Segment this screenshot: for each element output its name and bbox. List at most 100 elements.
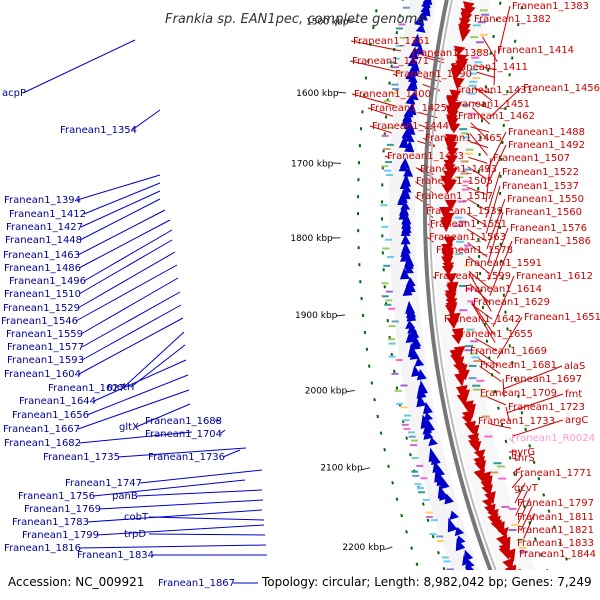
gene-label[interactable]: Franean1_1492 <box>508 140 585 151</box>
gene-label[interactable]: Franean1_1747 <box>65 478 142 489</box>
gene-label[interactable]: Franean1_1642 <box>444 314 521 325</box>
gene-label[interactable]: Franean1_1783 <box>12 517 89 528</box>
gene-label[interactable]: Franean1_1462 <box>458 111 535 122</box>
gene-label[interactable]: Franean1_1465 <box>425 133 502 144</box>
gene-label[interactable]: Franean1_1709 <box>480 388 557 399</box>
gene-label[interactable]: Franean1_1593 <box>7 355 84 366</box>
gene-label[interactable]: argC <box>565 415 588 426</box>
gene-label[interactable]: cobT <box>124 512 149 523</box>
gene-label[interactable]: Franean1_1577 <box>7 342 84 353</box>
gene-label[interactable]: Franean1_1799 <box>22 530 99 541</box>
gene-label[interactable]: Franean1_1388 <box>412 48 489 59</box>
gene-label[interactable]: Franean1_1844 <box>519 549 596 560</box>
gene-label[interactable]: Franean1_1563 <box>429 232 506 243</box>
gene-label[interactable]: Franean1_1361 <box>353 36 430 47</box>
gene-label[interactable]: thrS <box>514 453 535 464</box>
gene-label[interactable]: Franean1_1612 <box>516 271 593 282</box>
gene-label[interactable]: Franean1_1486 <box>4 263 81 274</box>
gene-label[interactable]: Franean1_1771 <box>515 468 592 479</box>
gene-label[interactable]: Franean1_1656 <box>12 410 89 421</box>
feature-block <box>474 61 483 64</box>
gene-label[interactable]: Franean1_1736 <box>148 452 225 463</box>
gene-label[interactable]: Franean1_1614 <box>465 284 542 295</box>
gene-label[interactable]: gltX <box>119 422 139 433</box>
gene-label[interactable]: Franean1_1427 <box>6 222 83 233</box>
gene-label[interactable]: Franean1_1390 <box>395 69 472 80</box>
gene-label[interactable]: Franean1_1704 <box>145 429 222 440</box>
gene-label[interactable]: Franean1_1551 <box>430 219 507 230</box>
gene-label[interactable]: pyrG <box>511 447 535 458</box>
gene-label[interactable]: Franean1_1463 <box>3 250 80 261</box>
gene-label[interactable]: Franean1_1723 <box>508 402 585 413</box>
gene-label[interactable]: Franean1_1688 <box>145 416 222 427</box>
gene-label[interactable]: Franean1_1867 <box>158 578 235 589</box>
gene-label[interactable]: Franean1_1425 <box>370 103 447 114</box>
gene-label[interactable]: acpP <box>2 88 26 99</box>
gene-label[interactable]: Franean1_1586 <box>514 236 591 247</box>
gene-label[interactable]: Franean1_1816 <box>4 543 81 554</box>
gene-label[interactable]: Franean1_1382 <box>474 14 551 25</box>
gene-label[interactable]: Franean1_1539 <box>426 206 503 217</box>
gene-label[interactable]: Franean1_1682 <box>4 438 81 449</box>
gene-label[interactable]: Franean1_1681 <box>480 360 557 371</box>
gene-label[interactable]: trpD <box>124 529 146 540</box>
label-callout <box>81 291 181 348</box>
gene-label[interactable]: Franean1_1400 <box>354 89 431 100</box>
gene-label[interactable]: Franean1_1629 <box>473 297 550 308</box>
gene-label[interactable]: Franean1_1444 <box>372 121 449 132</box>
gene-label[interactable]: Franean1_1507 <box>493 153 570 164</box>
gene-label[interactable]: Franean1_1735 <box>43 452 120 463</box>
gene-label[interactable]: alaS <box>564 361 585 372</box>
gene-label[interactable]: Franean1_1559 <box>6 329 83 340</box>
gene-label[interactable]: Franean1_1697 <box>505 374 582 385</box>
gene-label[interactable]: Franean1_1797 <box>517 498 594 509</box>
gene-label[interactable]: Franean1_1604 <box>4 369 81 380</box>
gene-label[interactable]: Franean1_1383 <box>512 1 589 12</box>
gene-label[interactable]: Franean1_1529 <box>3 303 80 314</box>
gene-label[interactable]: Franean1_1483 <box>387 151 464 162</box>
gene-label[interactable]: Franean1_1550 <box>507 194 584 205</box>
gene-label[interactable]: Franean1_1546 <box>1 316 78 327</box>
gene-label[interactable]: Franean1_1522 <box>502 167 579 178</box>
gene-label[interactable]: Franean1_1667 <box>3 424 80 435</box>
gene-label[interactable]: Franean1_1560 <box>505 207 582 218</box>
gene-label[interactable]: Franean1_1756 <box>18 491 95 502</box>
gene-label[interactable]: Franean1_1651 <box>524 312 600 323</box>
gene-label[interactable]: Franean1_1371 <box>352 56 429 67</box>
gene-label[interactable]: Franean1_1644 <box>19 396 96 407</box>
gene-label[interactable]: fmt <box>565 389 582 400</box>
gene-label[interactable]: Franean1_1431 <box>456 85 533 96</box>
gene-label[interactable]: Franean1_1821 <box>517 525 594 536</box>
gene-label[interactable]: Franean1_1627 <box>48 383 125 394</box>
gene-label[interactable]: Franean1_R0024 <box>511 433 595 444</box>
gene-label[interactable]: Franean1_1412 <box>9 209 86 220</box>
gene-label[interactable]: Franean1_1669 <box>470 346 547 357</box>
gene-label[interactable]: panB <box>112 491 138 502</box>
gene-label[interactable]: Franean1_1517 <box>416 191 493 202</box>
gene-label[interactable]: Franean1_1811 <box>517 512 594 523</box>
gene-label[interactable]: Franean1_1510 <box>4 289 81 300</box>
gene-label[interactable]: Franean1_1456 <box>523 83 600 94</box>
gene-label[interactable]: gcvT <box>514 483 539 494</box>
gene-label[interactable]: Franean1_1496 <box>9 276 86 287</box>
gene-label[interactable]: Franean1_1591 <box>465 258 542 269</box>
gene-label[interactable]: Franean1_1833 <box>517 538 594 549</box>
gene-label[interactable]: Franean1_1578 <box>436 245 513 256</box>
gene-label[interactable]: Franean1_1655 <box>456 329 533 340</box>
gene-label[interactable]: Franean1_1493 <box>420 164 497 175</box>
gene-label[interactable]: Franean1_1488 <box>508 127 585 138</box>
gene-label[interactable]: Franean1_1769 <box>24 504 101 515</box>
gene-label[interactable]: Franean1_1599 <box>434 271 511 282</box>
gene-label[interactable]: Franean1_1733 <box>478 416 555 427</box>
gene-label[interactable]: Franean1_1451 <box>453 99 530 110</box>
gene-label[interactable]: Franean1_1537 <box>502 181 579 192</box>
gene-label[interactable]: Franean1_1576 <box>510 223 587 234</box>
gene-label[interactable]: Franean1_1834 <box>77 550 154 561</box>
gene-label[interactable]: Franean1_1505 <box>416 176 493 187</box>
gene-label[interactable]: Franean1_1394 <box>4 195 81 206</box>
gene-label[interactable]: Franean1_1414 <box>497 45 574 56</box>
gene-label[interactable]: Franean1_1411 <box>451 62 528 73</box>
gene-label[interactable]: Franean1_1354 <box>60 125 137 136</box>
gene-label[interactable]: metH <box>107 382 134 393</box>
gene-label[interactable]: Franean1_1448 <box>5 235 82 246</box>
